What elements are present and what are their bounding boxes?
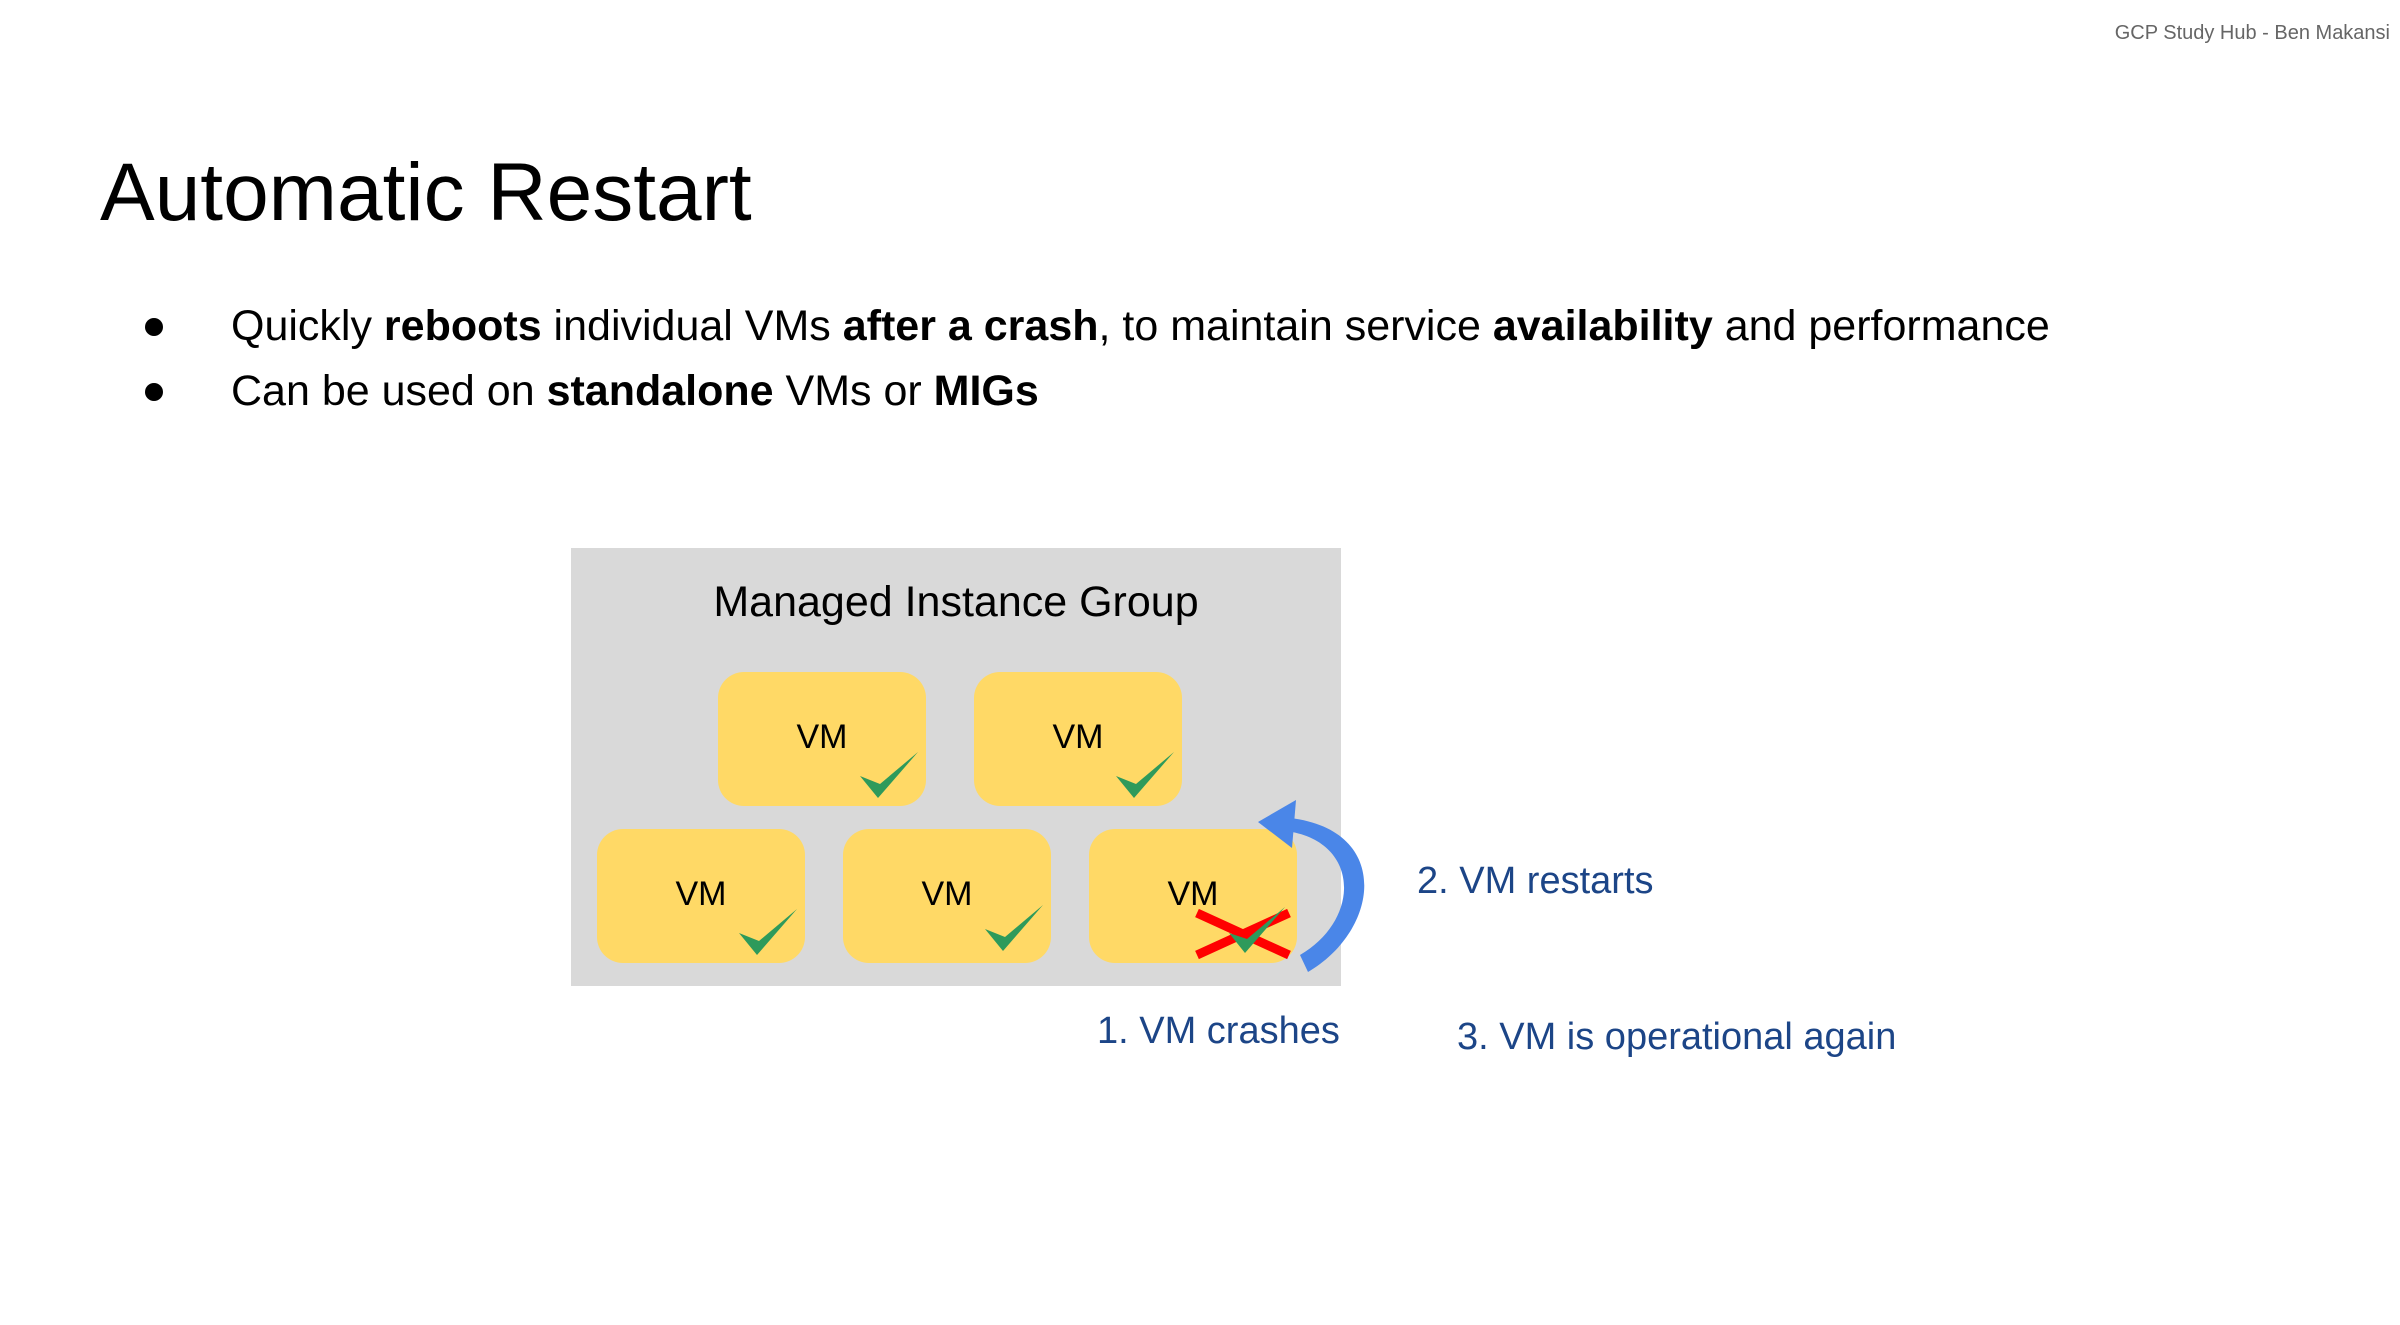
bold-text: reboots [383,302,542,350]
text: VMs or [773,367,934,415]
step-label-crash: 1. VM crashes [1097,1010,1340,1052]
cross-icon [1195,907,1291,960]
footer-credit: GCP Study Hub - Ben Makansi [2114,22,2390,44]
vm-label: VM [796,718,848,756]
vm-box: VM [597,829,805,963]
bold-text: standalone [546,367,774,415]
text: individual VMs [541,302,843,350]
group-title: Managed Instance Group [713,578,1199,626]
text: , to maintain service [1098,302,1493,350]
bold-text: availability [1492,302,1713,350]
text: Can be used on [231,367,547,415]
vm-box: VM [718,672,926,806]
slide-title: Automatic Restart [100,147,752,238]
vm-label: VM [675,875,727,913]
text: and performance [1712,302,2050,350]
step-label-restart: 2. VM restarts [1417,860,1654,902]
checkmark-icon [985,905,1043,951]
vm-label: VM [1167,875,1219,913]
bullet-dot-icon [145,317,163,336]
bullet-item: Can be used on standalone VMs or MIGs [145,367,1039,416]
vm-label: VM [921,875,973,913]
checkmark-icon [1116,752,1174,798]
bullet-text: Quickly reboots individual VMs after a c… [231,302,2050,351]
bullet-text: Can be used on standalone VMs or MIGs [231,367,1039,416]
vm-box: VM [974,672,1182,806]
vm-box: VM [843,829,1051,963]
checkmark-icon [739,909,797,955]
bold-text: after a crash [842,302,1099,350]
bullet-dot-icon [145,382,163,401]
text: Quickly [231,302,384,350]
vm-label: VM [1052,718,1104,756]
checkmark-icon [860,752,918,798]
bullet-item: Quickly reboots individual VMs after a c… [145,302,2050,351]
bold-text: MIGs [933,367,1039,415]
step-label-operational: 3. VM is operational again [1457,1016,1897,1058]
vm-box-crashed: VM [1089,829,1297,963]
